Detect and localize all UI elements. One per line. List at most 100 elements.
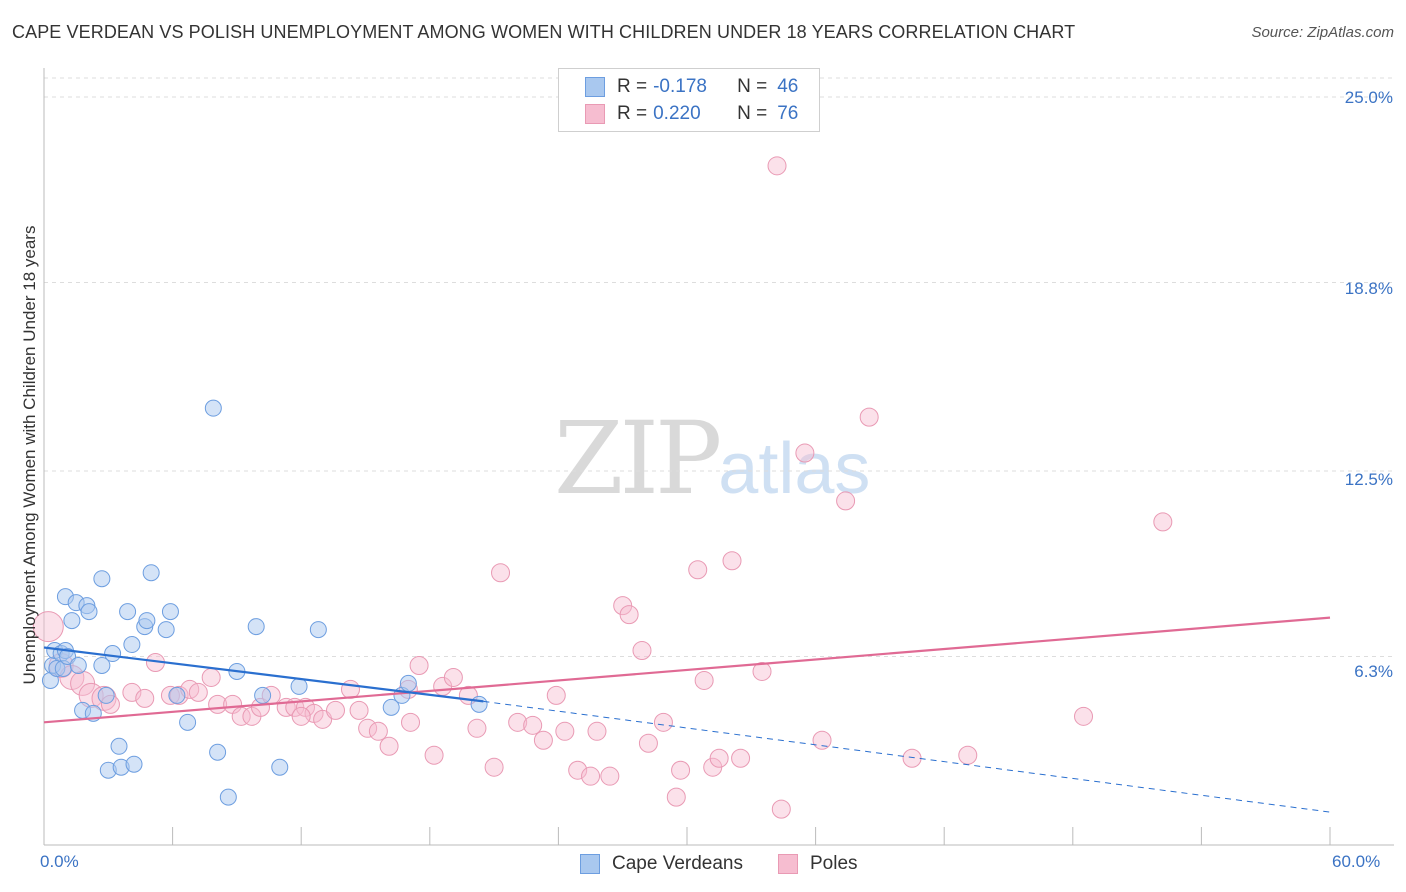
poles-point — [467, 718, 487, 738]
poles-point — [1153, 512, 1173, 532]
cape-verdeans-point — [97, 686, 115, 704]
poles-point — [368, 721, 388, 741]
cape-verdeans-point — [290, 677, 308, 695]
poles-point — [491, 563, 511, 583]
poles-point — [358, 718, 378, 738]
poles-point — [424, 745, 444, 765]
poles-point — [188, 682, 208, 702]
legend-n-label: N = — [737, 76, 768, 97]
legend-item-poles: Poles — [778, 852, 858, 876]
cape-verdeans-point — [104, 645, 122, 663]
legend-swatch-blue — [580, 854, 600, 874]
cape-verdeans-point — [254, 686, 272, 704]
poles-point — [632, 641, 652, 661]
cape-verdeans-point — [125, 755, 143, 773]
cape-verdeans-point — [470, 695, 488, 713]
poles-point — [201, 667, 221, 687]
legend-n-value: 76 — [777, 103, 799, 124]
y-axis-label: Unemployment Among Women with Children U… — [20, 225, 39, 685]
watermark-zip: ZIP — [554, 400, 722, 517]
y-tick-label-6-3: 6.3% — [1354, 662, 1393, 681]
poles-point — [325, 700, 345, 720]
legend-row-cape-verdeans: R = -0.178 N = 46 — [585, 75, 798, 99]
poles-point — [619, 605, 639, 625]
cape-verdeans-point — [69, 656, 87, 674]
y-tick-label-18-8: 18.8% — [1344, 279, 1393, 298]
poles-point — [555, 721, 575, 741]
cape-verdeans-point — [142, 564, 160, 582]
poles-point — [533, 730, 553, 750]
legend-r-value: -0.178 — [653, 76, 707, 97]
poles-trend-line — [43, 616, 1331, 724]
legend-row-poles: R = 0.220 N = 76 — [585, 102, 798, 126]
stats-legend: R = -0.178 N = 46 R = 0.220 N = 76 — [558, 68, 820, 132]
cape-verdeans-point — [209, 743, 227, 761]
poles-point — [694, 670, 714, 690]
poles-point — [688, 560, 708, 580]
cape-verdeans-point — [123, 636, 141, 654]
poles-point — [767, 156, 787, 176]
cape-verdeans-point — [93, 570, 111, 588]
poles-point — [709, 748, 729, 768]
poles-point — [666, 787, 686, 807]
poles-point — [902, 748, 922, 768]
legend-swatch-pink — [585, 104, 605, 124]
cape-verdeans-point — [382, 698, 400, 716]
poles-point — [859, 407, 879, 427]
poles-point — [523, 715, 543, 735]
cape-verdeans-point — [138, 612, 156, 630]
poles-point — [340, 679, 360, 699]
cape-verdeans-point — [157, 621, 175, 639]
poles-point — [349, 700, 369, 720]
poles-point — [291, 706, 311, 726]
poles-point — [122, 682, 142, 702]
chart-title: CAPE VERDEAN VS POLISH UNEMPLOYMENT AMON… — [12, 22, 1076, 42]
poles-point — [958, 745, 978, 765]
watermark-atlas: atlas — [718, 429, 871, 509]
poles-point — [135, 688, 155, 708]
source-label: Source: ZipAtlas.com — [1251, 24, 1394, 41]
legend-label-poles: Poles — [810, 853, 858, 874]
poles-point — [568, 760, 588, 780]
cape-verdeans-point — [80, 603, 98, 621]
poles-point — [653, 712, 673, 732]
poles-point — [379, 736, 399, 756]
poles-point — [401, 712, 421, 732]
poles-point — [836, 491, 856, 511]
y-tick-label-12-5: 12.5% — [1344, 470, 1393, 489]
cape-verdeans-point — [110, 737, 128, 755]
legend-swatch-blue — [585, 77, 605, 97]
poles-point — [581, 766, 601, 786]
poles-point — [484, 757, 504, 777]
poles-point — [600, 766, 620, 786]
poles-point — [638, 733, 658, 753]
legend-swatch-pink — [778, 854, 798, 874]
legend-r-label: R = — [617, 76, 648, 97]
y-tick-label-25: 25.0% — [1344, 88, 1393, 107]
poles-point — [752, 661, 772, 681]
poles-point — [731, 748, 751, 768]
legend-n-value: 46 — [777, 76, 799, 97]
cape-verdeans-point — [161, 603, 179, 621]
legend-label-cape-verdeans: Cape Verdeans — [612, 853, 743, 874]
poles-point — [771, 799, 791, 819]
poles-point — [1074, 706, 1094, 726]
poles-point — [409, 655, 429, 675]
x-tick-label-max: 60.0% — [1332, 852, 1381, 871]
poles-point — [795, 443, 815, 463]
legend-n-label: N = — [737, 103, 768, 124]
legend-r-label: R = — [617, 103, 648, 124]
poles-point — [587, 721, 607, 741]
cape-verdeans-point — [93, 656, 111, 674]
x-tick-label-min: 0.0% — [40, 852, 79, 871]
poles-point — [722, 551, 742, 571]
cape-verdeans-point — [204, 399, 222, 417]
watermark: ZIPatlas — [554, 400, 870, 517]
poles-point — [443, 667, 463, 687]
cape-verdeans-point — [168, 686, 186, 704]
legend-r-value: 0.220 — [653, 103, 701, 124]
cape-verdeans-point — [309, 621, 327, 639]
cape-verdeans-point — [247, 618, 265, 636]
cape-verdeans-point — [63, 612, 81, 630]
